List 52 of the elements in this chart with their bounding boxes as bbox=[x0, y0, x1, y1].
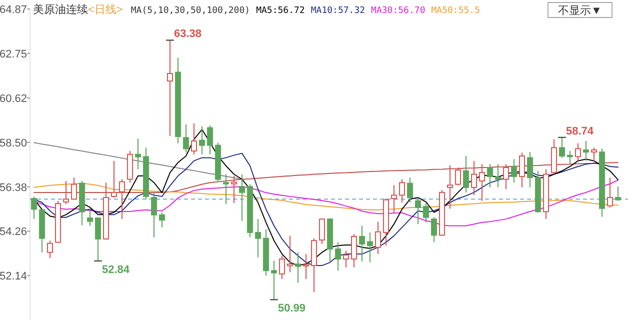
y-tick-label: 60.62 bbox=[0, 93, 27, 106]
candlestick bbox=[295, 252, 301, 284]
candlestick bbox=[271, 260, 277, 300]
annotation: 58.74 bbox=[566, 125, 594, 138]
candlestick bbox=[359, 225, 365, 262]
candlestick bbox=[167, 40, 173, 136]
candlestick bbox=[463, 156, 469, 193]
candlestick bbox=[287, 235, 293, 273]
candlestick bbox=[223, 174, 229, 205]
y-tick-label: 52.14 bbox=[0, 270, 27, 283]
candlestick bbox=[471, 160, 477, 196]
y-tick-label: 58.50 bbox=[0, 137, 27, 150]
candlestick bbox=[279, 255, 285, 280]
candlestick bbox=[255, 218, 261, 258]
candlestick bbox=[503, 164, 509, 190]
annotation: 63.38 bbox=[174, 28, 202, 40]
candlestick bbox=[511, 158, 517, 184]
annotation: 52.84 bbox=[102, 264, 130, 276]
candlestick bbox=[191, 122, 197, 155]
y-tick-label: 62.75 bbox=[0, 48, 27, 60]
chart-subtitle: <日线> bbox=[88, 3, 123, 16]
candlestick bbox=[239, 174, 245, 222]
line-series bbox=[34, 142, 242, 180]
candlestick bbox=[543, 168, 549, 220]
text: MA50:55.5 bbox=[431, 6, 480, 16]
y-tick-label: 56.38 bbox=[0, 182, 27, 194]
candlestick bbox=[135, 138, 141, 170]
candlestick bbox=[151, 192, 157, 238]
y-tick-label: 64.87 bbox=[0, 4, 27, 16]
candlestick bbox=[495, 164, 501, 188]
annotation: 不显示▼ bbox=[558, 5, 602, 17]
candlestick bbox=[303, 254, 309, 280]
candlestick bbox=[583, 140, 589, 162]
legend-title: MA(5,10,30,50,100,200) bbox=[130, 6, 250, 16]
annotation: 50.99 bbox=[278, 302, 306, 315]
candlestick bbox=[423, 202, 429, 223]
candlestick bbox=[263, 228, 269, 276]
candlestick bbox=[415, 196, 421, 225]
text: MA30:56.70 bbox=[371, 6, 426, 16]
candlestick bbox=[575, 142, 581, 162]
text: MA5:56.72 bbox=[256, 6, 305, 16]
candlestick bbox=[447, 164, 453, 210]
candlestick bbox=[391, 184, 397, 213]
candlestick bbox=[367, 232, 373, 263]
candlestick bbox=[599, 148, 605, 218]
y-tick-label: 54.26 bbox=[0, 226, 27, 238]
text: MA10:57.32 bbox=[310, 6, 366, 16]
candlestick bbox=[519, 152, 525, 188]
candlestick bbox=[487, 164, 493, 188]
chart-title: 美原油连续 bbox=[33, 3, 88, 16]
candlestick bbox=[479, 164, 485, 202]
candlestick bbox=[199, 126, 205, 155]
